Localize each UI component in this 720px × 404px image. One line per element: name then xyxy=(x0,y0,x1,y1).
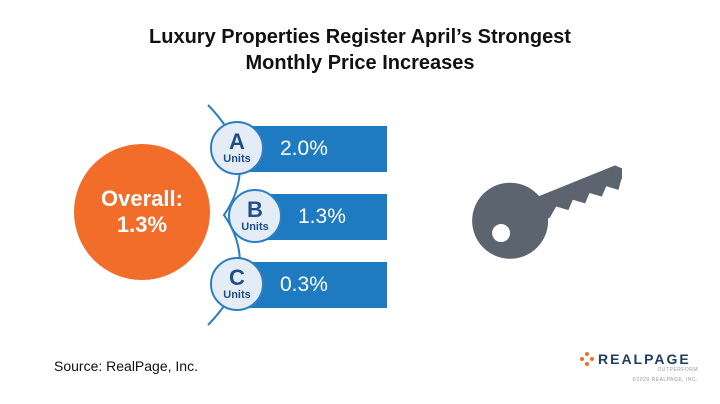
title-line-1: Luxury Properties Register April’s Stron… xyxy=(149,26,571,48)
unit-a-label: Units xyxy=(223,152,251,165)
overall-circle: Overall: 1.3% xyxy=(74,144,210,280)
bar-c-value: 0.3% xyxy=(280,273,328,296)
unit-b-label: Units xyxy=(241,220,269,233)
page-title: Luxury Properties Register April’s Stron… xyxy=(0,24,720,76)
logo-wordmark: REALPAGE xyxy=(598,351,691,367)
realpage-logo: REALPAGE OUTPERFORM ©2020 REALPAGE, INC. xyxy=(580,351,700,383)
bar-a-value: 2.0% xyxy=(280,137,328,160)
logo-copyright: ©2020 REALPAGE, INC. xyxy=(632,377,698,383)
unit-c-letter: C xyxy=(229,264,245,290)
logo-tagline: OUTPERFORM xyxy=(657,367,698,373)
bar-b-value: 1.3% xyxy=(298,205,346,228)
overall-label: Overall: xyxy=(101,186,183,211)
unit-b-circle: B Units xyxy=(228,189,282,243)
unit-c-label: Units xyxy=(223,288,251,301)
logo-dots-icon xyxy=(580,352,594,366)
unit-c-circle: C Units xyxy=(210,257,264,311)
unit-a-circle: A Units xyxy=(210,121,264,175)
overall-value: 1.3% xyxy=(116,212,168,237)
source-note: Source: RealPage, Inc. xyxy=(54,358,198,374)
unit-a-letter: A xyxy=(229,128,245,154)
title-line-2: Monthly Price Increases xyxy=(245,52,475,74)
key-icon xyxy=(472,165,622,259)
unit-b-letter: B xyxy=(247,196,263,222)
